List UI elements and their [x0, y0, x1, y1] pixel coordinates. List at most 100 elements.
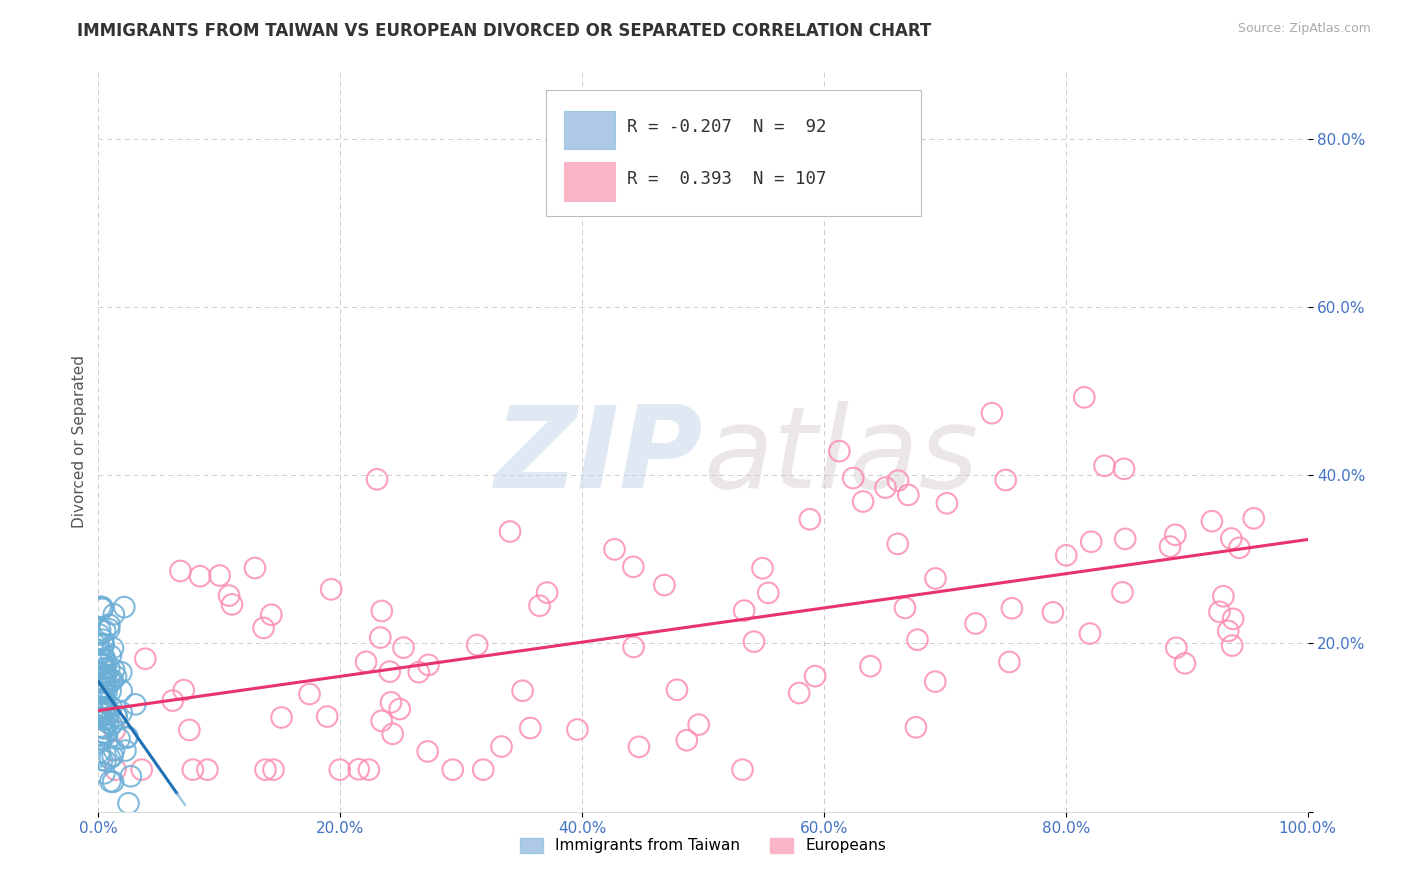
Point: [733, 604, 755, 618]
Point: [100, 648, 122, 663]
Point: [472, 763, 495, 777]
Text: ZIP: ZIP: [495, 401, 703, 512]
Point: [465, 638, 488, 652]
Point: [93, 766, 115, 780]
Point: [173, 683, 195, 698]
Point: [100, 699, 122, 714]
Point: [111, 706, 134, 720]
Point: [1166, 640, 1188, 655]
Point: [93, 686, 115, 700]
Point: [87, 637, 110, 651]
Point: [416, 744, 439, 758]
Point: [418, 657, 440, 672]
Point: [100, 774, 122, 789]
Point: [117, 797, 139, 811]
Point: [90, 731, 112, 746]
Point: [90, 700, 112, 714]
Point: [105, 709, 128, 723]
Point: [1080, 534, 1102, 549]
Y-axis label: Divorced or Separated: Divorced or Separated: [72, 355, 87, 528]
Point: [897, 488, 920, 502]
Point: [1227, 541, 1250, 555]
FancyBboxPatch shape: [564, 162, 614, 201]
Point: [627, 739, 650, 754]
Point: [243, 561, 266, 575]
Text: R = -0.207  N =  92: R = -0.207 N = 92: [627, 118, 827, 136]
Point: [93, 703, 115, 717]
Point: [101, 673, 124, 688]
Point: [90, 645, 112, 659]
Point: [1001, 601, 1024, 615]
Point: [91, 672, 114, 686]
Text: R =  0.393  N = 107: R = 0.393 N = 107: [627, 169, 827, 187]
Point: [1220, 639, 1243, 653]
Point: [1212, 589, 1234, 603]
Point: [162, 693, 184, 707]
Point: [1054, 549, 1077, 563]
Point: [368, 631, 391, 645]
Legend: Immigrants from Taiwan, Europeans: Immigrants from Taiwan, Europeans: [513, 831, 893, 860]
Point: [89, 687, 111, 701]
Point: [1218, 624, 1240, 638]
Point: [904, 720, 927, 734]
Point: [124, 698, 146, 712]
Point: [875, 481, 897, 495]
Point: [980, 406, 1002, 420]
Point: [197, 763, 219, 777]
Point: [91, 600, 114, 615]
Point: [965, 616, 987, 631]
Point: [93, 654, 115, 668]
Point: [93, 652, 115, 666]
Point: [218, 589, 240, 603]
Point: [1164, 528, 1187, 542]
Point: [1114, 532, 1136, 546]
Point: [104, 723, 127, 738]
Point: [89, 623, 111, 637]
Point: [1174, 657, 1197, 671]
Point: [924, 674, 946, 689]
Point: [89, 657, 111, 671]
Point: [512, 683, 534, 698]
Point: [491, 739, 513, 754]
Point: [357, 763, 380, 777]
Point: [621, 559, 644, 574]
Text: atlas: atlas: [703, 401, 979, 512]
Point: [94, 651, 117, 665]
Point: [101, 717, 124, 731]
Point: [103, 607, 125, 622]
Point: [91, 721, 114, 735]
Point: [380, 695, 402, 709]
Point: [787, 686, 810, 700]
Point: [567, 723, 589, 737]
Point: [94, 667, 117, 681]
Point: [887, 474, 910, 488]
Point: [254, 763, 277, 777]
Point: [654, 578, 676, 592]
Point: [623, 640, 645, 654]
Point: [1222, 612, 1244, 626]
Point: [87, 710, 110, 724]
Point: [90, 599, 112, 614]
Point: [859, 659, 882, 673]
Point: [329, 763, 352, 777]
Point: [87, 646, 110, 660]
Point: [98, 672, 121, 686]
FancyBboxPatch shape: [564, 111, 614, 149]
Point: [101, 775, 124, 789]
Point: [263, 763, 285, 777]
Point: [89, 628, 111, 642]
Point: [117, 730, 139, 744]
Point: [105, 709, 128, 723]
Point: [924, 571, 946, 585]
Point: [370, 714, 392, 728]
Point: [90, 681, 112, 695]
Point: [381, 727, 404, 741]
Point: [96, 711, 118, 725]
Point: [108, 731, 131, 746]
Point: [994, 473, 1017, 487]
Point: [499, 524, 522, 539]
FancyBboxPatch shape: [546, 90, 921, 216]
Point: [90, 710, 112, 724]
Point: [907, 632, 929, 647]
Point: [804, 669, 827, 683]
